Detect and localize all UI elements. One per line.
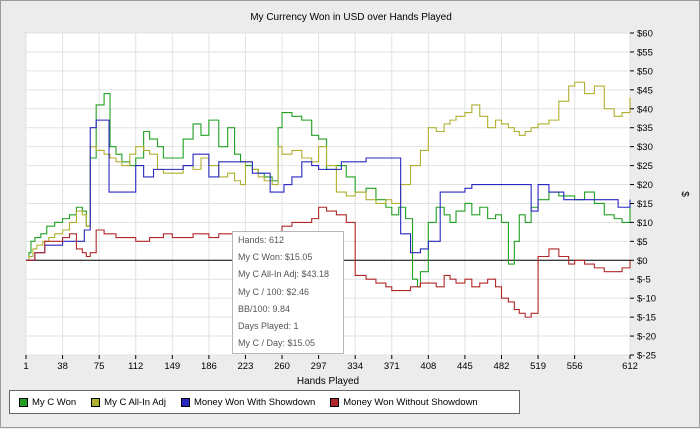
tooltip-line: BB/100: 9.84 [238, 303, 291, 314]
y-tick-label: $-25 [637, 351, 656, 362]
x-tick-label: 112 [128, 361, 143, 372]
legend-label: My C Won [32, 396, 77, 408]
chart-title: My Currency Won in USD over Hands Played [250, 12, 452, 23]
x-axis-ticks: 1 38 75 112 149 186 223 260 297 334 371 408 445 482 51… [23, 355, 638, 372]
legend-item-2: My C All-In Adj [91, 397, 166, 408]
series-lines [26, 81, 631, 318]
y-tick-label: $-15 [637, 313, 656, 324]
legend-label: My C All-In Adj [104, 396, 166, 408]
x-tick-label: 334 [347, 361, 363, 372]
tooltip-line: My C / Day: $15.05 [238, 338, 316, 349]
tooltip-line: Hands: 612 [238, 235, 285, 245]
legend-item-1: My C Won [19, 397, 76, 408]
y-tick-label: $55 [637, 47, 653, 58]
legend-item-3: Money Won With Showdown [180, 396, 316, 408]
legend-swatch [19, 397, 28, 407]
legend-label: Money Won Without Showdown [343, 396, 478, 408]
tooltip-line: My C / 100: $2.46 [238, 286, 310, 297]
legend-label: Money Won With Showdown [193, 396, 316, 408]
y-tick-label: $25 [637, 161, 653, 172]
legend-item-4: Money Won Without Showdown [330, 396, 478, 408]
x-tick-label: 371 [384, 361, 400, 372]
series-line-1 [26, 93, 631, 288]
y-tick-label: $0 [637, 256, 648, 267]
y-tick-label: $-20 [637, 332, 656, 343]
x-tick-label: 223 [238, 361, 254, 372]
series-line-2 [26, 81, 631, 261]
y-tick-label: $10 [637, 218, 653, 229]
y-tick-label: $45 [637, 85, 653, 96]
y-tick-label: $15 [637, 199, 653, 210]
y-tick-label: $20 [637, 180, 653, 191]
x-tick-label: 408 [420, 361, 436, 372]
legend-swatch [91, 397, 101, 407]
x-tick-label: 482 [494, 361, 510, 372]
x-tick-label: 1 [23, 361, 28, 372]
x-tick-label: 186 [201, 361, 217, 372]
series-line-4 [26, 206, 631, 318]
y-tick-label: $30 [637, 142, 653, 153]
x-axis-label: Hands Played [297, 376, 359, 387]
y-tick-label: $50 [637, 66, 653, 77]
x-tick-label: 556 [567, 361, 583, 372]
y-tick-label: $-5 [637, 275, 651, 286]
hover-tooltip: Hands: 612 My C Won: $15.05 My C All-In Ad… [232, 231, 344, 354]
y-tick-label: $35 [637, 123, 653, 134]
series-line-3 [26, 119, 631, 261]
y-tick-label: $60 [637, 29, 653, 40]
x-tick-label: 612 [622, 361, 638, 372]
y-axis-label: $ [679, 191, 690, 197]
y-tick-label: $-10 [637, 294, 656, 305]
y-axis-ticks: $-25 $-20 $-15 $-10 $-5 $0 $5 $10 $15 $20 $25 $30 $3… [630, 29, 656, 362]
legend-swatch [180, 397, 190, 407]
tooltip-line: My C All-In Adj: $43.18 [238, 269, 330, 280]
y-tick-label: $40 [637, 104, 653, 115]
x-tick-label: 260 [274, 361, 290, 372]
x-tick-label: 38 [57, 361, 68, 372]
x-tick-label: 75 [94, 361, 105, 372]
x-tick-label: 519 [530, 361, 546, 372]
y-tick-label: $5 [637, 237, 648, 248]
chart-legend: My C Won My C All-In Adj Money Won With Sh… [9, 390, 520, 414]
x-tick-label: 297 [311, 361, 327, 372]
x-tick-label: 149 [164, 361, 180, 372]
tooltip-line: My C Won: $15.05 [238, 252, 313, 263]
x-tick-label: 445 [457, 361, 473, 372]
legend-swatch [330, 397, 340, 407]
tooltip-line: Days Played: 1 [238, 320, 299, 331]
